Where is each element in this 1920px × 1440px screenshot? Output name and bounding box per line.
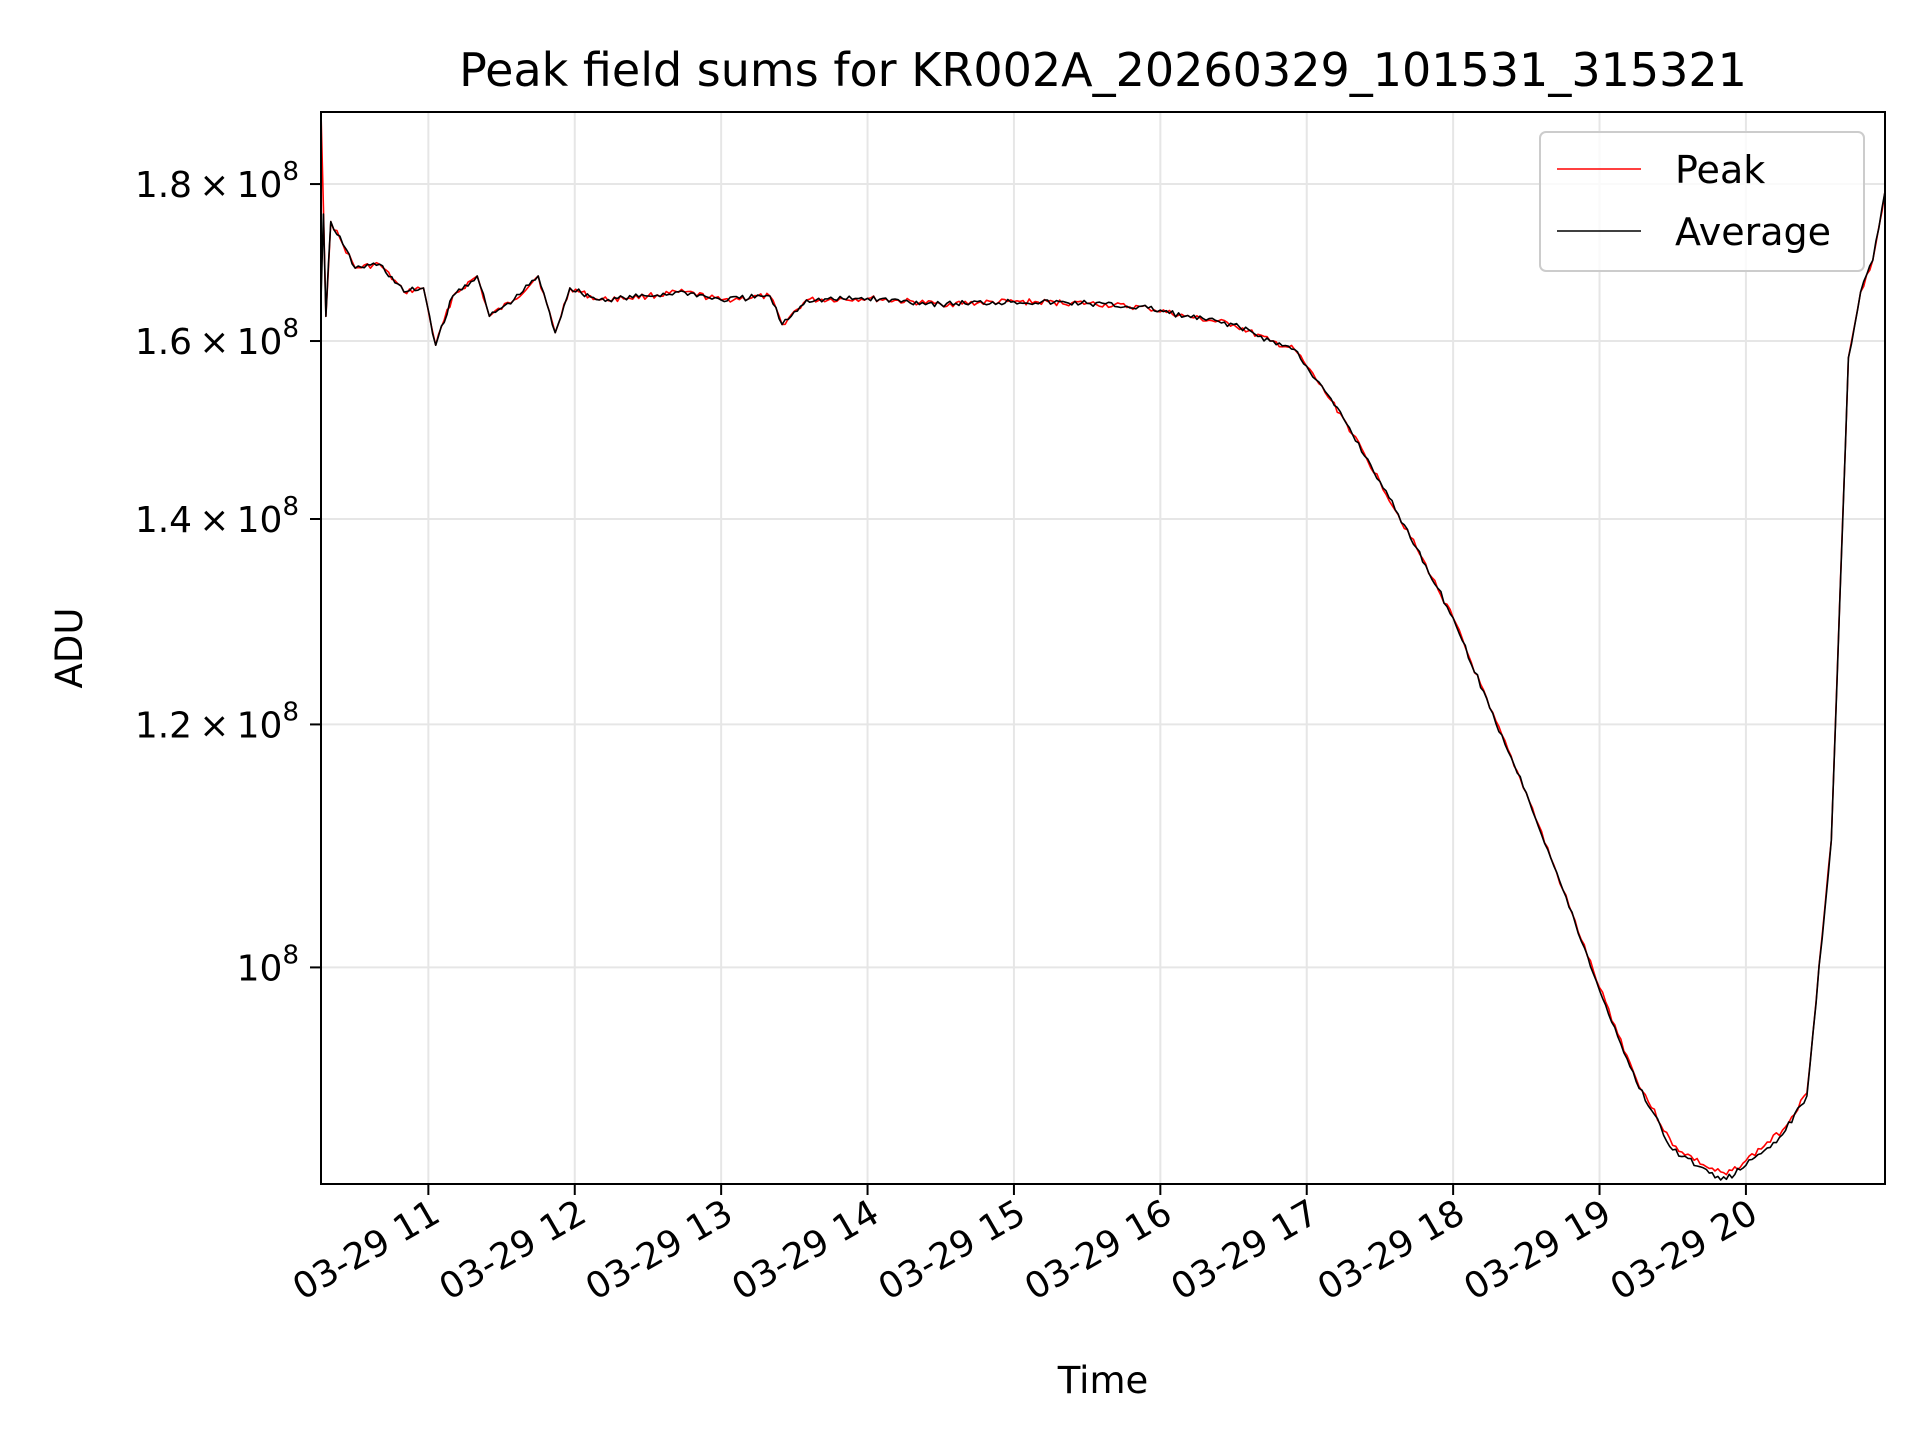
legend-peak-label: Peak [1675,148,1765,192]
chart-title: Peak field sums for KR002A_20260329_1015… [459,43,1747,97]
legend-box [1539,131,1865,272]
series-line-average [321,191,1885,1181]
y-axis: 108 1.2 × 108 1.4 × 108 1.6 × 108 1.8 × 108 [135,157,321,989]
legend: Peak Average [1539,131,1865,272]
x-axis-label: Time [1057,1359,1149,1402]
y-tick-label: 1.6 × 108 [135,314,299,363]
series-lines [321,112,1885,1181]
y-tick-label: 1.2 × 108 [135,697,299,746]
grid [321,112,1885,1184]
y-axis-label: ADU [48,608,91,689]
y-tick-label: 1.8 × 108 [135,157,299,206]
series-line-peak [321,112,1885,1176]
y-tick-label: 108 [237,940,299,989]
plot-frame [320,111,1886,1185]
legend-average-label: Average [1675,210,1831,254]
y-tick-label: 1.4 × 108 [135,492,299,541]
